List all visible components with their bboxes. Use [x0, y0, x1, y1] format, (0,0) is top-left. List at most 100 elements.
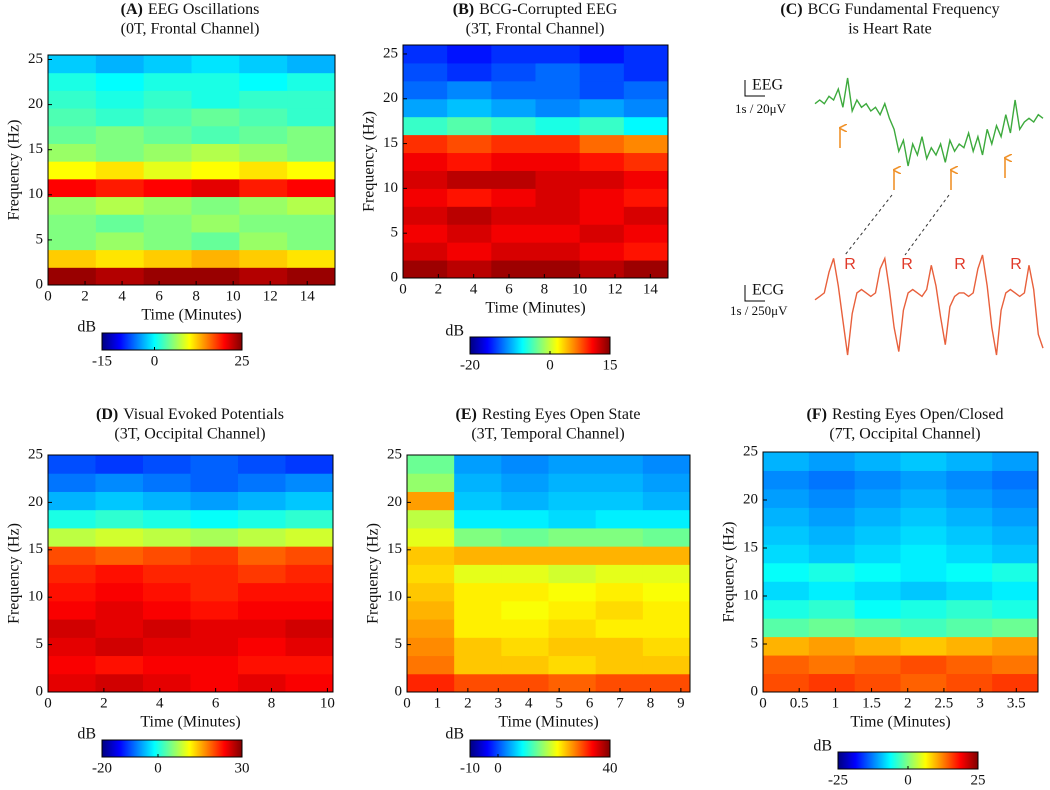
cell — [48, 637, 96, 657]
cell — [623, 206, 669, 225]
cell — [491, 242, 536, 261]
cell — [763, 488, 810, 508]
cell — [191, 178, 240, 198]
cell — [535, 134, 581, 154]
panel-label: (A) — [121, 1, 143, 18]
cell — [763, 470, 810, 490]
y-tick-label: 5 — [36, 636, 44, 652]
x-tick-label: 0 — [44, 288, 52, 304]
cell — [238, 455, 286, 474]
cell — [447, 188, 492, 207]
cell — [48, 582, 96, 602]
cell — [454, 655, 502, 675]
cell — [900, 470, 947, 490]
cell — [403, 242, 448, 261]
panel-title: (C) BCG Fundamental Frequency — [780, 1, 999, 18]
cell — [143, 655, 191, 675]
cell — [95, 72, 145, 91]
cell — [95, 455, 144, 474]
cell — [447, 62, 492, 82]
cell — [491, 134, 536, 154]
cell — [191, 196, 240, 215]
panel-title-text: EEG Oscillations — [148, 1, 260, 18]
y-axis-label: Frequency (Hz) — [6, 523, 23, 624]
cell — [642, 582, 691, 602]
cell — [285, 582, 334, 602]
cell — [447, 224, 492, 243]
cell — [447, 242, 492, 261]
cell — [623, 45, 669, 64]
cell — [854, 599, 901, 619]
plot-frame — [762, 451, 1039, 693]
cell — [763, 673, 810, 693]
cell — [535, 242, 581, 261]
connector — [844, 194, 893, 256]
cell — [579, 98, 625, 118]
colorbar-tick-label: 0 — [494, 760, 502, 776]
cell — [623, 170, 669, 189]
colorbar — [101, 739, 243, 758]
x-tick-label: 3 — [495, 695, 503, 711]
trace — [814, 254, 1044, 356]
cell — [285, 655, 334, 675]
cell — [579, 206, 625, 225]
cell — [407, 527, 455, 547]
panel-title: (A) EEG Oscillations — [121, 1, 260, 18]
cell — [808, 525, 856, 545]
y-tick-label: 5 — [751, 635, 759, 651]
plot-frame — [402, 44, 669, 279]
cell — [407, 546, 455, 565]
cell — [407, 491, 455, 511]
cell — [595, 509, 644, 529]
x-tick-label: 1.5 — [862, 695, 881, 711]
cell — [48, 455, 96, 474]
cell — [501, 455, 549, 474]
cell — [642, 637, 691, 657]
colorbar-tick-label: -25 — [828, 772, 848, 788]
panel-subtitle: (7T, Occipital Channel) — [829, 426, 980, 443]
cell — [642, 673, 691, 693]
cell — [548, 527, 597, 547]
x-tick-label: 4 — [470, 281, 478, 297]
colorbar-tick-label: 15 — [603, 357, 618, 373]
x-axis-label: Time (Minutes) — [485, 300, 585, 317]
cell — [95, 108, 145, 127]
x-tick-label: 5 — [555, 695, 563, 711]
cell — [447, 116, 492, 136]
cell — [447, 80, 492, 100]
cell — [535, 152, 581, 171]
panel-label: (B) — [453, 1, 474, 18]
cell — [95, 178, 145, 198]
cell — [548, 582, 597, 602]
cell — [854, 488, 901, 508]
cell — [642, 527, 691, 547]
cell — [763, 525, 810, 545]
cell — [447, 170, 492, 189]
cell — [808, 507, 856, 527]
cell — [595, 546, 644, 565]
cell — [491, 45, 536, 64]
panel-title: (E) Resting Eyes Open State — [456, 406, 641, 423]
cell — [491, 188, 536, 207]
cell — [992, 452, 1039, 471]
cell — [95, 214, 145, 233]
y-tick-label: 25 — [383, 45, 398, 61]
cell — [143, 491, 191, 511]
cell — [535, 62, 581, 82]
cell — [143, 178, 192, 198]
cell — [992, 655, 1039, 675]
cell — [143, 214, 192, 233]
cell — [190, 473, 239, 492]
cell — [48, 619, 96, 638]
cell — [143, 673, 191, 693]
cell — [454, 527, 502, 547]
cell — [900, 525, 947, 545]
cell — [763, 636, 810, 656]
y-tick-label: 0 — [391, 269, 399, 285]
colorbar-label: dB — [445, 323, 464, 340]
cell — [403, 80, 448, 100]
y-tick-label: 10 — [387, 589, 402, 605]
cell — [48, 143, 97, 162]
x-tick-label: 2 — [464, 695, 472, 711]
cell — [239, 90, 288, 109]
